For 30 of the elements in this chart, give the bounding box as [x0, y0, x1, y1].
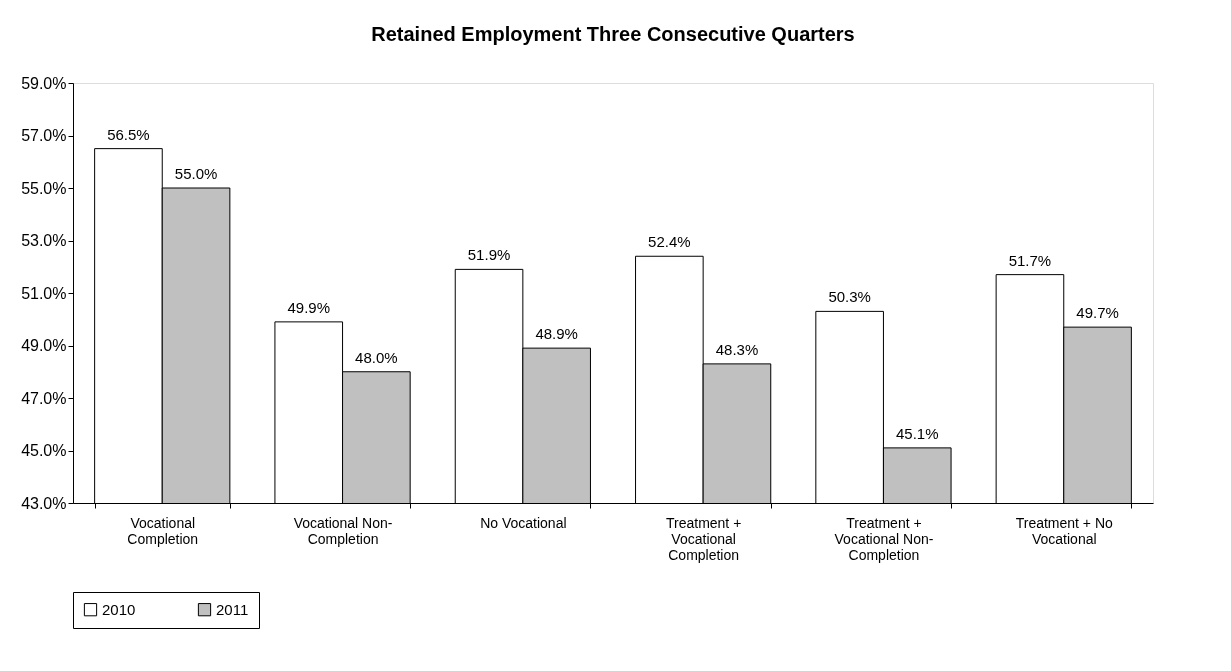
- legend-label: 2011: [216, 600, 249, 618]
- y-tick-label: 45.0%: [21, 442, 67, 459]
- data-label: 52.4%: [648, 233, 691, 251]
- data-label: 51.7%: [1008, 251, 1052, 269]
- x-tick-label: No Vocational: [480, 514, 567, 531]
- x-tick-label: Treatment + No Vocational: [1015, 514, 1114, 547]
- y-tick-label: 49.0%: [21, 337, 67, 354]
- y-tick-label: 47.0%: [21, 389, 67, 407]
- data-label: 51.9%: [467, 246, 511, 264]
- data-label: 48.3%: [715, 340, 759, 358]
- data-label: 45.1%: [895, 424, 939, 442]
- y-tick-label: 55.0%: [21, 179, 67, 197]
- x-tick-label: Treatment + Vocational Non-Completion: [834, 514, 934, 563]
- data-label: 49.7%: [1076, 304, 1119, 322]
- x-tick-label: Vocational Completion: [127, 514, 199, 547]
- y-tick-label: 59.0%: [21, 74, 67, 92]
- data-label: 50.3%: [828, 288, 871, 306]
- legend-label: 2010: [102, 600, 136, 618]
- x-tick-label: Treatment + Vocational Completion: [665, 514, 742, 563]
- x-tick-label: Vocational Non-Completion: [293, 514, 393, 547]
- data-label: 48.0%: [355, 348, 398, 366]
- data-label: 56.5%: [107, 125, 150, 143]
- y-tick-label: 57.0%: [21, 127, 67, 144]
- y-tick-label: 53.0%: [21, 232, 67, 249]
- y-tick-label: 51.0%: [21, 284, 67, 302]
- data-label: 49.9%: [287, 298, 331, 316]
- data-label: 48.9%: [535, 325, 578, 343]
- data-label: 55.0%: [174, 165, 218, 182]
- chart-title: Retained Employment Three Consecutive Quarters: [371, 23, 855, 45]
- y-tick-label: 43.0%: [21, 494, 67, 512]
